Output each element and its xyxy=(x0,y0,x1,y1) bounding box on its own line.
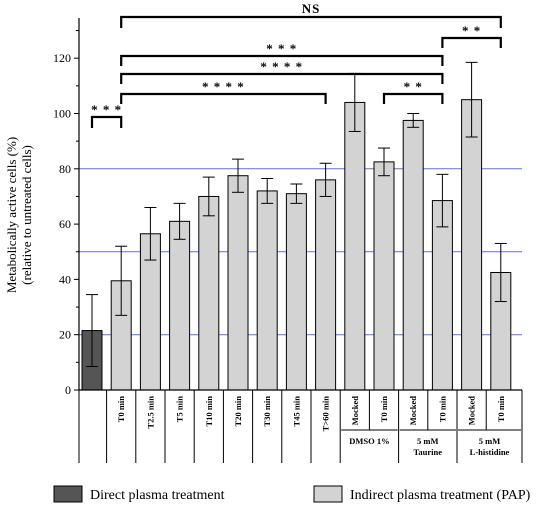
legend-item: Indirect plasma treatment (PAP) xyxy=(313,485,531,503)
x-tick-label: T>60 min xyxy=(321,396,331,432)
bar xyxy=(344,101,366,391)
y-tick-label: 120 xyxy=(53,51,71,65)
legend-label: Direct plasma treatment xyxy=(90,488,225,503)
y-axis-subtitle: (relative to untreated cells) xyxy=(19,145,34,285)
bar xyxy=(373,161,395,391)
legend-swatch xyxy=(53,485,83,503)
significance-label: * * xyxy=(462,23,481,38)
y-tick-label: 40 xyxy=(59,272,71,286)
x-tick-label: T5 min xyxy=(175,396,185,422)
legend-label: Indirect plasma treatment (PAP) xyxy=(350,488,531,503)
significance-bracket: * * xyxy=(382,79,444,104)
legend-swatch xyxy=(313,485,343,503)
legend-item: Direct plasma treatment xyxy=(53,485,225,503)
significance-label: * * * xyxy=(266,41,297,56)
significance-label: * * * * xyxy=(202,79,245,94)
error-bar xyxy=(436,173,449,228)
error-bar xyxy=(86,294,98,367)
significance-bracket: * * xyxy=(441,23,502,48)
y-tick-label: 20 xyxy=(59,328,71,342)
error-bar xyxy=(261,177,274,204)
bar xyxy=(402,119,424,391)
bar xyxy=(285,193,307,391)
significance-label: NS xyxy=(302,1,321,16)
error-bar xyxy=(319,162,332,197)
y-tick-label: 0 xyxy=(65,383,71,397)
group-label: 5 mM xyxy=(479,436,500,446)
significance-label: * * * xyxy=(91,102,122,117)
x-tick-label: T30 min xyxy=(262,396,272,427)
error-bar xyxy=(115,245,128,316)
significance-bracket: * * * xyxy=(120,41,444,66)
error-bar xyxy=(378,147,390,177)
bar xyxy=(461,99,483,391)
significance-bracket: NS xyxy=(120,1,502,28)
error-bar xyxy=(290,183,303,204)
x-tick-label: Mocked xyxy=(467,396,477,426)
axes: 0 20 40 60 80 100 120 xyxy=(53,18,522,397)
significance-label: * * * * xyxy=(260,59,303,74)
bar xyxy=(227,175,249,391)
bar xyxy=(169,220,191,391)
y-tick-label: 100 xyxy=(53,107,71,121)
x-tick-label: Mocked xyxy=(350,396,360,426)
error-bar xyxy=(173,202,186,240)
y-tick-label: 80 xyxy=(59,162,71,176)
y-tick-label: 60 xyxy=(59,217,71,231)
x-tick-label: T10 min xyxy=(204,396,214,427)
error-bar xyxy=(465,61,478,138)
significance-brackets: * * * * * * * * * * * * * * * * * * NS xyxy=(90,1,502,128)
significance-bracket: * * * xyxy=(90,102,123,128)
y-axis-title: Metabolically active cells (%) xyxy=(4,137,19,293)
significance-bracket: * * * * xyxy=(120,79,327,104)
x-tick-label: T0 min xyxy=(496,396,506,422)
error-bar xyxy=(144,207,157,261)
error-bar xyxy=(232,158,244,193)
x-tick-label: T0 min xyxy=(116,396,126,422)
x-tick-label: Mocked xyxy=(408,396,418,426)
group-label: Taurine xyxy=(414,447,443,457)
legend: Direct plasma treatment Indirect plasma t… xyxy=(53,485,531,503)
x-tick-label: T45 min xyxy=(291,396,301,427)
bar xyxy=(198,195,220,391)
bar xyxy=(315,179,337,391)
error-bar xyxy=(407,113,420,128)
bars xyxy=(81,99,512,391)
group-label: 5 mM xyxy=(417,436,438,446)
error-bar xyxy=(202,176,215,217)
group-label: DMSO 1% xyxy=(349,436,389,446)
bar xyxy=(256,190,278,391)
significance-bracket: * * * * xyxy=(120,59,444,84)
group-label: L-histidine xyxy=(470,447,510,457)
x-tick-label: T20 min xyxy=(233,396,243,427)
error-bars xyxy=(86,61,507,367)
x-tick-label: T0 min xyxy=(379,396,389,422)
x-tick-label: T0 min xyxy=(437,396,447,422)
bar xyxy=(431,200,453,391)
x-tick-label: T2.5 min xyxy=(145,396,155,429)
significance-label: * * xyxy=(404,79,423,94)
category-labels: T0 min T2.5 min T5 min T10 min T20 min T30 mi… xyxy=(78,390,523,463)
error-bar xyxy=(494,242,507,303)
